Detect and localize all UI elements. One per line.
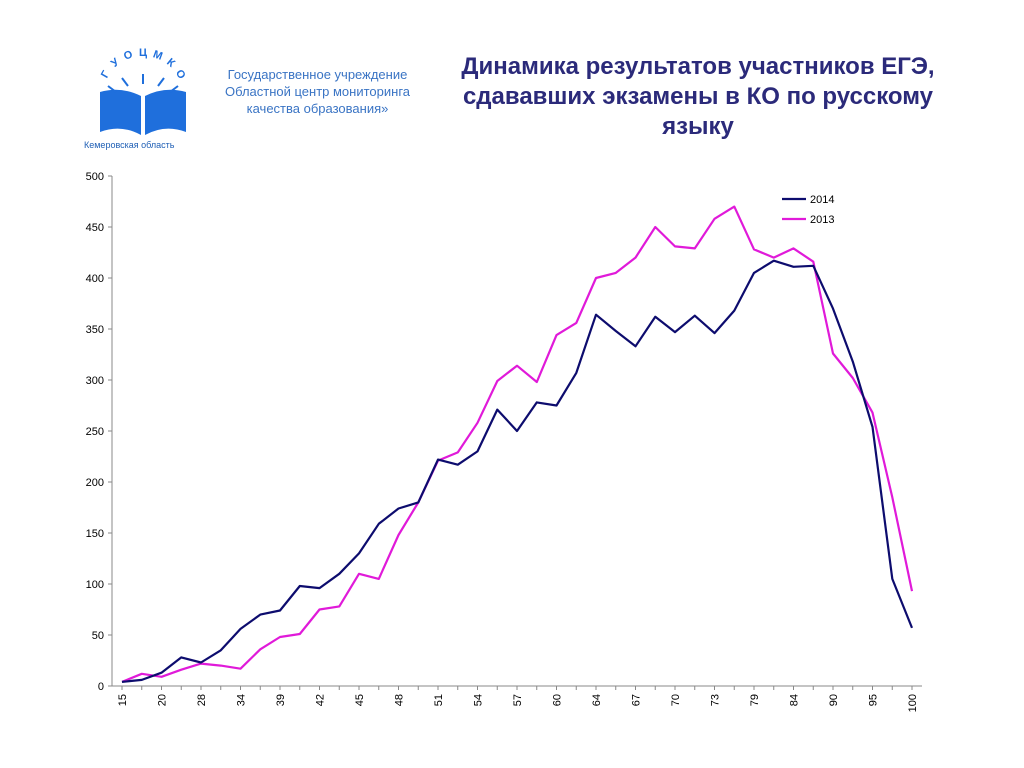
x-tick-label: 95 [868,694,880,706]
y-axis-ticks: 0 50 100 150 200 250 300 350 400 450 500 [86,171,112,693]
y-tick-label: 150 [86,528,104,540]
x-tick-label: 79 [749,694,761,706]
org-line-1: Государственное учреждение [227,67,408,82]
x-tick-label: 70 [670,694,682,706]
x-tick-label: 100 [907,694,919,712]
x-tick-label: 15 [117,694,129,706]
legend-label-2013: 2013 [810,214,834,226]
y-tick-label: 0 [98,681,104,693]
org-line-2: Областной центр мониторинга [224,84,411,99]
series-line-2014 [121,259,914,683]
legend-label-2014: 2014 [810,194,834,206]
y-tick-label: 450 [86,222,104,234]
x-tick-label: 20 [157,694,169,706]
logo-caption: Кемеровская область [84,140,175,150]
x-tick-label: 39 [275,694,287,706]
y-tick-label: 250 [86,426,104,438]
org-line-3: качества образования» [246,101,389,116]
chart-series [121,205,914,683]
x-tick-label: 48 [394,694,406,706]
title-line-2: сдававших экзамены в КО по русскому [462,83,934,110]
title-line-3: языку [662,113,734,140]
x-tick-label: 42 [315,694,327,706]
x-tick-label: 51 [433,694,445,706]
x-tick-label: 64 [591,694,603,706]
y-tick-label: 350 [86,324,104,336]
x-tick-label: 67 [631,694,643,706]
x-tick-label: 28 [196,694,208,706]
x-tick-label: 73 [710,694,722,706]
y-tick-label: 500 [86,171,104,183]
x-tick-label: 90 [828,694,840,706]
x-tick-label: 45 [354,694,366,706]
y-tick-label: 400 [86,273,104,285]
x-axis-ticks: 15 20 28 34 39 42 45 48 51 54 57 60 64 67 70 73 79 84 90 95… [117,686,919,712]
x-tick-label: 60 [552,694,564,706]
logo-arc-letter: Ц [139,47,147,59]
x-tick-label: 57 [512,694,524,706]
y-tick-label: 300 [86,375,104,387]
book-icon [100,74,186,135]
x-tick-label: 34 [236,694,248,706]
x-tick-label: 54 [473,694,485,706]
logo-arc-letter: М [151,48,164,62]
x-tick-label: 84 [789,694,801,706]
y-tick-label: 200 [86,477,104,489]
title-line-1: Динамика результатов участников ЕГЭ, [461,53,935,80]
organization-name: Государственное учреждение Областной цен… [205,66,430,117]
chart-legend: 2014 2013 [782,194,834,226]
series-line-2013 [121,205,914,683]
y-tick-label: 100 [86,579,104,591]
y-tick-label: 50 [92,630,104,642]
logo: ГУО Ц МКО [99,47,188,135]
page-title: Динамика результатов участников ЕГЭ, сда… [438,52,958,142]
